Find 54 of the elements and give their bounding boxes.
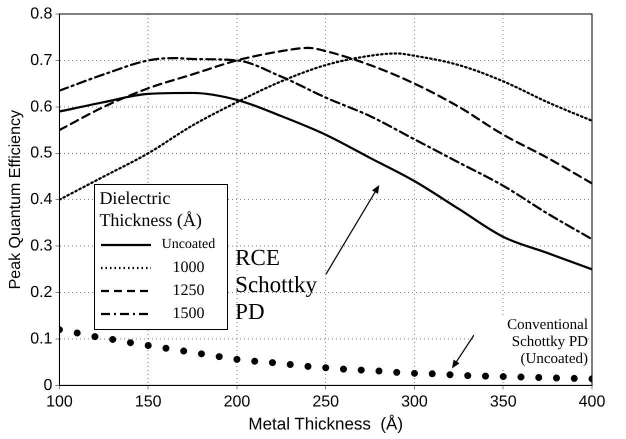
point [393,368,400,376]
legend-label: 1000 [171,258,206,276]
x-tick-label: 100 [46,393,73,410]
point [428,370,436,378]
point [286,361,294,368]
point [109,336,116,343]
y-tick-label: 0.7 [30,52,53,69]
point [216,353,223,360]
point [358,366,365,374]
legend-label: Uncoated [160,236,216,252]
x-tick-label: 300 [401,393,428,410]
point [144,342,152,349]
y-tick-label: 0.3 [30,238,53,255]
point [180,348,188,355]
y-axis-title: Peak Quantum Efficiency [7,110,24,290]
point [517,374,524,381]
point [570,374,578,382]
point [552,374,560,382]
y-tick-label: 0.1 [30,330,53,348]
point [464,372,472,380]
point [126,339,134,346]
legend-title: Dielectric Thickness (Å) [99,187,203,231]
point [251,358,258,365]
y-tick-label: 0.8 [30,5,53,22]
point [74,329,81,336]
point [482,372,489,380]
y-tick-label: 0.6 [30,98,53,116]
x-axis-title: Metal Thickness (Å) [248,414,404,434]
x-tick-label: 150 [134,393,162,410]
legend-label: 1500 [171,304,206,322]
y-tick-label: 0 [44,376,53,394]
point [268,359,276,366]
y-tick-label: 0.4 [30,191,53,208]
x-tick-label: 250 [312,393,340,410]
x-tick-label: 200 [224,393,250,410]
annotation: RCE Schottky PD [235,244,318,326]
point [500,373,507,380]
point [375,368,382,375]
point [198,350,205,358]
x-tick-label: 400 [578,393,606,410]
point [233,356,240,363]
point [304,362,312,370]
y-tick-label: 0.5 [30,144,53,162]
point [446,371,454,378]
point [410,370,418,377]
annotation: Conventional Schottky PD (Uncoated) [474,316,588,368]
point [535,374,542,382]
y-tick-label: 0.2 [30,284,53,301]
point [322,364,330,372]
point [340,366,347,373]
point [91,333,98,340]
point [162,344,170,352]
x-tick-label: 350 [490,393,517,410]
legend-label: 1250 [171,282,206,300]
